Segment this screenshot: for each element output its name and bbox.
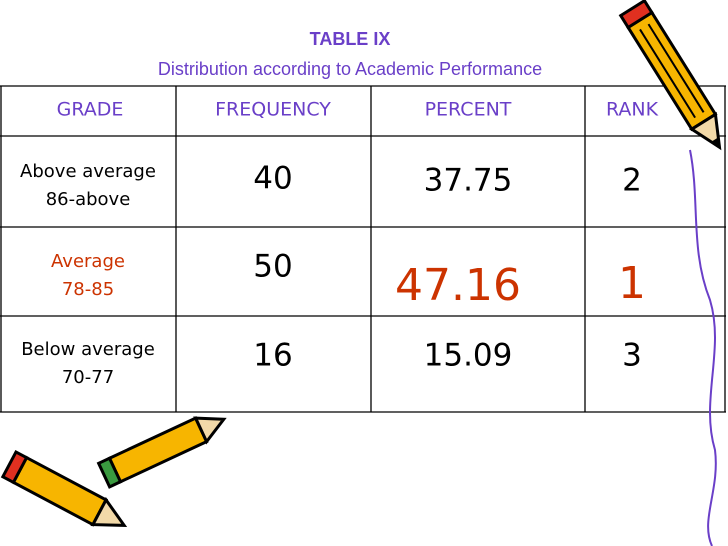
rank: 3 [622, 338, 642, 374]
column-header: RANK [606, 99, 659, 121]
frequency: 16 [253, 338, 292, 374]
grade-range: 70-77 [62, 367, 114, 388]
grade-label: Below average [21, 339, 155, 360]
frequency: 40 [253, 161, 292, 197]
table-grid [0, 85, 726, 413]
pencil-line [689, 149, 717, 546]
frequency: 50 [253, 249, 292, 285]
pencil-icon [96, 416, 227, 489]
percent: 37.75 [424, 163, 513, 199]
grade-range: 78-85 [62, 279, 114, 300]
rank: 2 [622, 163, 642, 199]
pencil-icon [0, 449, 128, 527]
grade-label: Average [51, 251, 125, 272]
percent: 15.09 [424, 338, 513, 374]
column-header: GRADE [57, 99, 124, 121]
column-header: FREQUENCY [215, 99, 331, 121]
grade-range: 86-above [46, 189, 131, 210]
pencil-icon [618, 0, 722, 151]
subtitle: Distribution according to Academic Perfo… [158, 59, 542, 79]
title: TABLE IX [310, 29, 391, 49]
grade-label: Above average [20, 161, 156, 182]
percent: 47.16 [395, 260, 521, 311]
column-header: PERCENT [425, 99, 512, 121]
rank: 1 [618, 258, 646, 309]
